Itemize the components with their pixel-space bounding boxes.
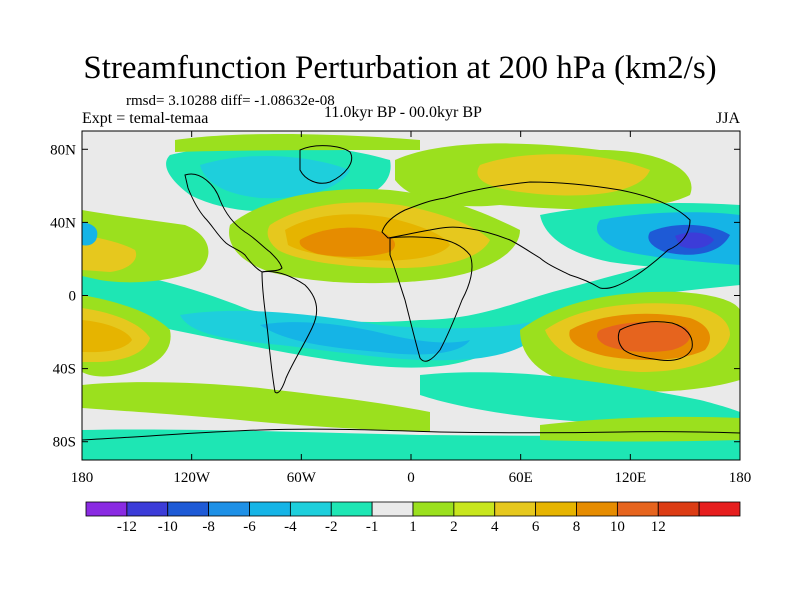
colorbar-label: 10 <box>610 519 625 535</box>
colorbar-swatch <box>330 501 373 517</box>
colorbar-label: -1 <box>366 519 379 535</box>
coastline-africa <box>389 236 473 362</box>
colorbar-swatch <box>698 501 741 517</box>
north-pacific-positive-core <box>82 235 137 272</box>
south-indian-negative-band <box>420 372 740 430</box>
colorbar-label: 2 <box>450 519 458 535</box>
lat-tick-label: 80N <box>50 142 76 158</box>
lat-tick-label: 40S <box>53 362 76 378</box>
southern-ocean-positive-band <box>82 382 430 432</box>
lat-tick-label: 80S <box>53 435 76 451</box>
coastline-south-america <box>261 271 318 394</box>
colorbar-swatch <box>126 501 169 517</box>
colorbar-swatch <box>167 501 210 517</box>
eurasia-positive-core <box>477 154 650 196</box>
southwest-pacific-positive-band <box>540 416 740 442</box>
colorbar-swatch <box>289 501 332 517</box>
lon-tick-label: 120W <box>173 470 211 486</box>
colorbar-swatch <box>576 501 618 517</box>
lon-tick-label: 180 <box>71 470 94 486</box>
south-atlantic-negative-inner <box>260 322 470 355</box>
colorbar-label: -8 <box>202 519 215 535</box>
colorbar-swatch <box>371 501 414 517</box>
north-pacific-negative-core <box>82 222 98 246</box>
colorbar-label: 8 <box>573 519 581 535</box>
colorbar-swatch <box>616 501 659 517</box>
season-label: JJA <box>716 110 741 127</box>
colorbar-label: -12 <box>117 519 137 535</box>
colorbar-swatch <box>453 501 496 517</box>
latitude-axis: 80N 40N 0 40S 80S <box>50 142 740 451</box>
experiment-label: Expt = temal-temaa <box>82 110 209 127</box>
coastlines <box>82 145 740 441</box>
lon-tick-label: 60W <box>287 470 317 486</box>
colorbar-swatch <box>208 501 250 517</box>
period-label: 11.0kyr BP - 00.0kyr BP <box>324 104 482 121</box>
colorbar-swatch <box>412 501 455 517</box>
colorbar-label: -10 <box>158 519 178 535</box>
chart-title: Streamfunction Perturbation at 200 hPa (… <box>83 50 717 86</box>
arctic-positive-strip <box>175 134 420 152</box>
north-atlantic-positive-core <box>299 227 395 257</box>
lat-tick-label: 40N <box>50 215 76 231</box>
lon-tick-label: 60E <box>509 470 533 486</box>
colorbar-label: -6 <box>243 519 256 535</box>
colorbar: -12 -10 -8 -6 -4 -2 -1 1 2 4 6 8 10 12 <box>85 501 741 535</box>
lat-tick-label: 0 <box>69 289 77 305</box>
colorbar-swatch <box>249 501 291 517</box>
colorbar-swatch <box>85 501 128 517</box>
lon-tick-label: 180 <box>729 470 752 486</box>
south-pacific-positive-core <box>82 320 132 353</box>
colorbar-swatch <box>657 501 700 517</box>
coastline-eurasia <box>381 181 691 289</box>
longitude-axis: 180 120W 60W 0 60E 120E 180 <box>71 131 752 486</box>
colorbar-label: -2 <box>325 519 338 535</box>
colorbar-swatch <box>535 501 577 517</box>
colorbar-label: -4 <box>284 519 297 535</box>
colorbar-label: 12 <box>651 519 666 535</box>
colorbar-swatch <box>494 501 537 517</box>
colorbar-label: 6 <box>532 519 540 535</box>
lon-tick-label: 120E <box>614 470 646 486</box>
north-america-negative-core <box>200 155 350 199</box>
anomaly-field <box>82 131 740 460</box>
lon-tick-label: 0 <box>407 470 415 486</box>
coastline-north-america <box>184 173 283 273</box>
colorbar-label: 1 <box>409 519 417 535</box>
coastline-australia <box>617 321 693 361</box>
colorbar-label: 4 <box>491 519 499 535</box>
stats-label: rmsd= 3.10288 diff= -1.08632e-08 <box>126 93 335 109</box>
coastline-antarctica <box>82 428 740 441</box>
coastline-greenland <box>299 145 353 184</box>
